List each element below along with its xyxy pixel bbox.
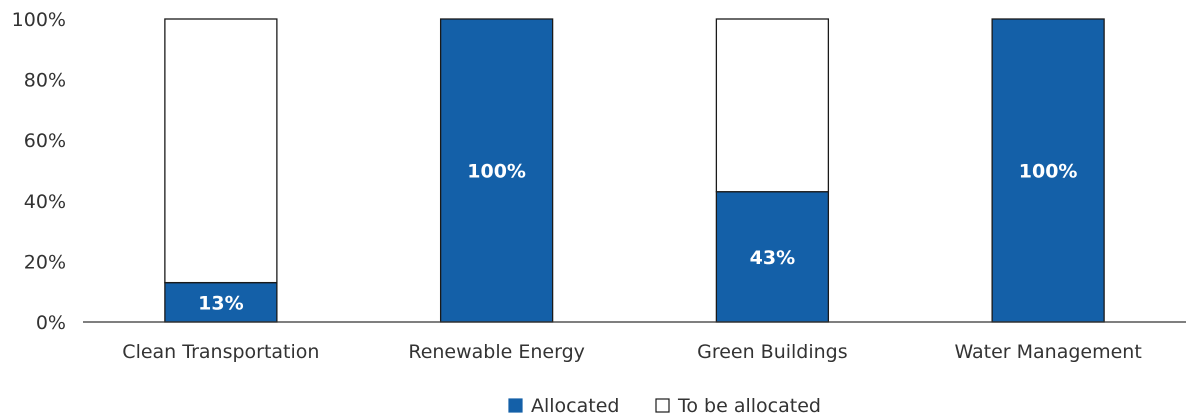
y-tick-label: 60% [24,130,66,152]
data-label: 13% [198,292,243,314]
bar-allocated [164,281,278,323]
category-labels: Clean Transportation Renewable Energy Gree… [122,341,1142,363]
data-label: 100% [1019,161,1078,183]
y-axis-labels: 0% 20% 40% 60% 80% 100% [12,9,66,334]
category-label: Water Management [954,341,1141,363]
bars [164,18,1105,323]
legend-allocated-swatch [508,398,523,413]
y-tick-label: 0% [36,312,66,334]
y-tick-label: 20% [24,251,66,273]
legend: Allocated To be allocated [508,395,821,417]
bar-to-be-allocated [164,18,278,284]
category-label: Renewable Energy [408,341,585,363]
category-label: Clean Transportation [122,341,319,363]
data-labels: 13% 100% 43% 100% [198,161,1077,315]
data-label: 100% [467,161,526,183]
bar-to-be-allocated [715,18,830,193]
category-label: Green Buildings [697,341,848,363]
data-label: 43% [750,247,795,269]
bar-allocated [439,18,554,323]
y-tick-label: 80% [24,70,66,92]
legend-allocated-label: Allocated [531,395,619,417]
legend-to-be-allocated-swatch [655,398,670,413]
y-tick-label: 100% [12,9,66,31]
bar-allocated [991,18,1105,323]
legend-to-be-allocated-label: To be allocated [677,395,821,417]
y-tick-label: 40% [24,191,66,213]
